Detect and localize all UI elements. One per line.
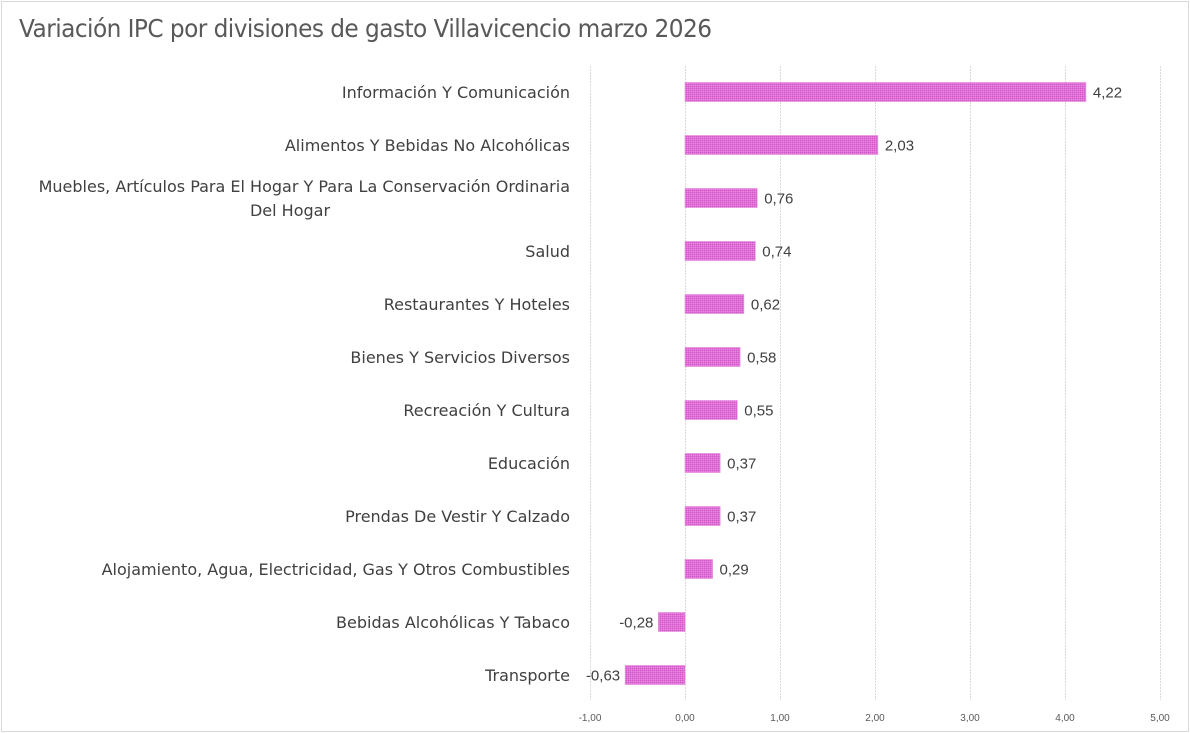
- category-label: Muebles, Artículos Para El Hogar Y Para …: [39, 177, 570, 196]
- data-label: 4,22: [1093, 85, 1122, 102]
- data-label: 0,74: [762, 244, 791, 261]
- category-label: Transporte: [484, 666, 570, 685]
- x-tick-label: 3,00: [960, 713, 980, 724]
- x-tick-label: 4,00: [1055, 713, 1075, 724]
- data-label: 0,37: [727, 456, 756, 473]
- category-label: Restaurantes Y Hoteles: [384, 295, 570, 314]
- bar: [624, 665, 686, 685]
- bar: [684, 82, 1087, 102]
- data-label: 0,58: [747, 350, 776, 367]
- bars: [624, 82, 1087, 685]
- gridlines: [590, 66, 1161, 700]
- bar: [684, 347, 741, 367]
- data-label: 0,76: [764, 191, 793, 208]
- category-label: Alojamiento, Agua, Electricidad, Gas Y O…: [102, 560, 570, 579]
- bar: [684, 559, 713, 579]
- x-tick-label: 2,00: [865, 713, 885, 724]
- data-label: 0,62: [751, 297, 780, 314]
- bar: [684, 135, 879, 155]
- x-tick-label: -1,00: [579, 713, 602, 724]
- x-axis-ticks: -1,00 0,00 1,00 2,00 3,00 4,00 5,00: [579, 713, 1171, 724]
- category-label: Bebidas Alcohólicas Y Tabaco: [336, 613, 570, 632]
- bar: [684, 294, 745, 314]
- data-labels: 4,22 2,03 0,76 0,74 0,62 0,58 0,55 0,37 0,37 0,29…: [586, 85, 1122, 685]
- bar: [684, 453, 721, 473]
- x-tick-label: 0,00: [675, 713, 695, 724]
- data-label: 0,37: [727, 509, 756, 526]
- category-label: Del Hogar: [250, 201, 330, 220]
- category-label: Recreación Y Cultura: [403, 401, 570, 420]
- category-label: Prendas De Vestir Y Calzado: [345, 507, 570, 526]
- category-label: Educación: [488, 454, 570, 473]
- x-tick-label: 1,00: [770, 713, 790, 724]
- bar: [684, 400, 738, 420]
- category-labels: Información Y Comunicación Alimentos Y Be…: [39, 83, 570, 685]
- x-tick-label: 5,00: [1150, 713, 1170, 724]
- category-label: Salud: [525, 242, 570, 261]
- data-label: -0,28: [619, 615, 653, 632]
- category-label: Información Y Comunicación: [342, 83, 570, 102]
- bar: [658, 612, 686, 632]
- bar: [684, 506, 721, 526]
- data-label: -0,63: [586, 668, 620, 685]
- data-label: 2,03: [885, 138, 914, 155]
- bar: [684, 188, 758, 208]
- chart-title: Variación IPC por divisiones de gasto Vi…: [19, 14, 712, 43]
- category-label: Alimentos Y Bebidas No Alcohólicas: [285, 136, 570, 155]
- data-label: 0,55: [744, 403, 773, 420]
- data-label: 0,29: [720, 562, 749, 579]
- bar: [684, 241, 756, 261]
- category-label: Bienes Y Servicios Diversos: [350, 348, 570, 367]
